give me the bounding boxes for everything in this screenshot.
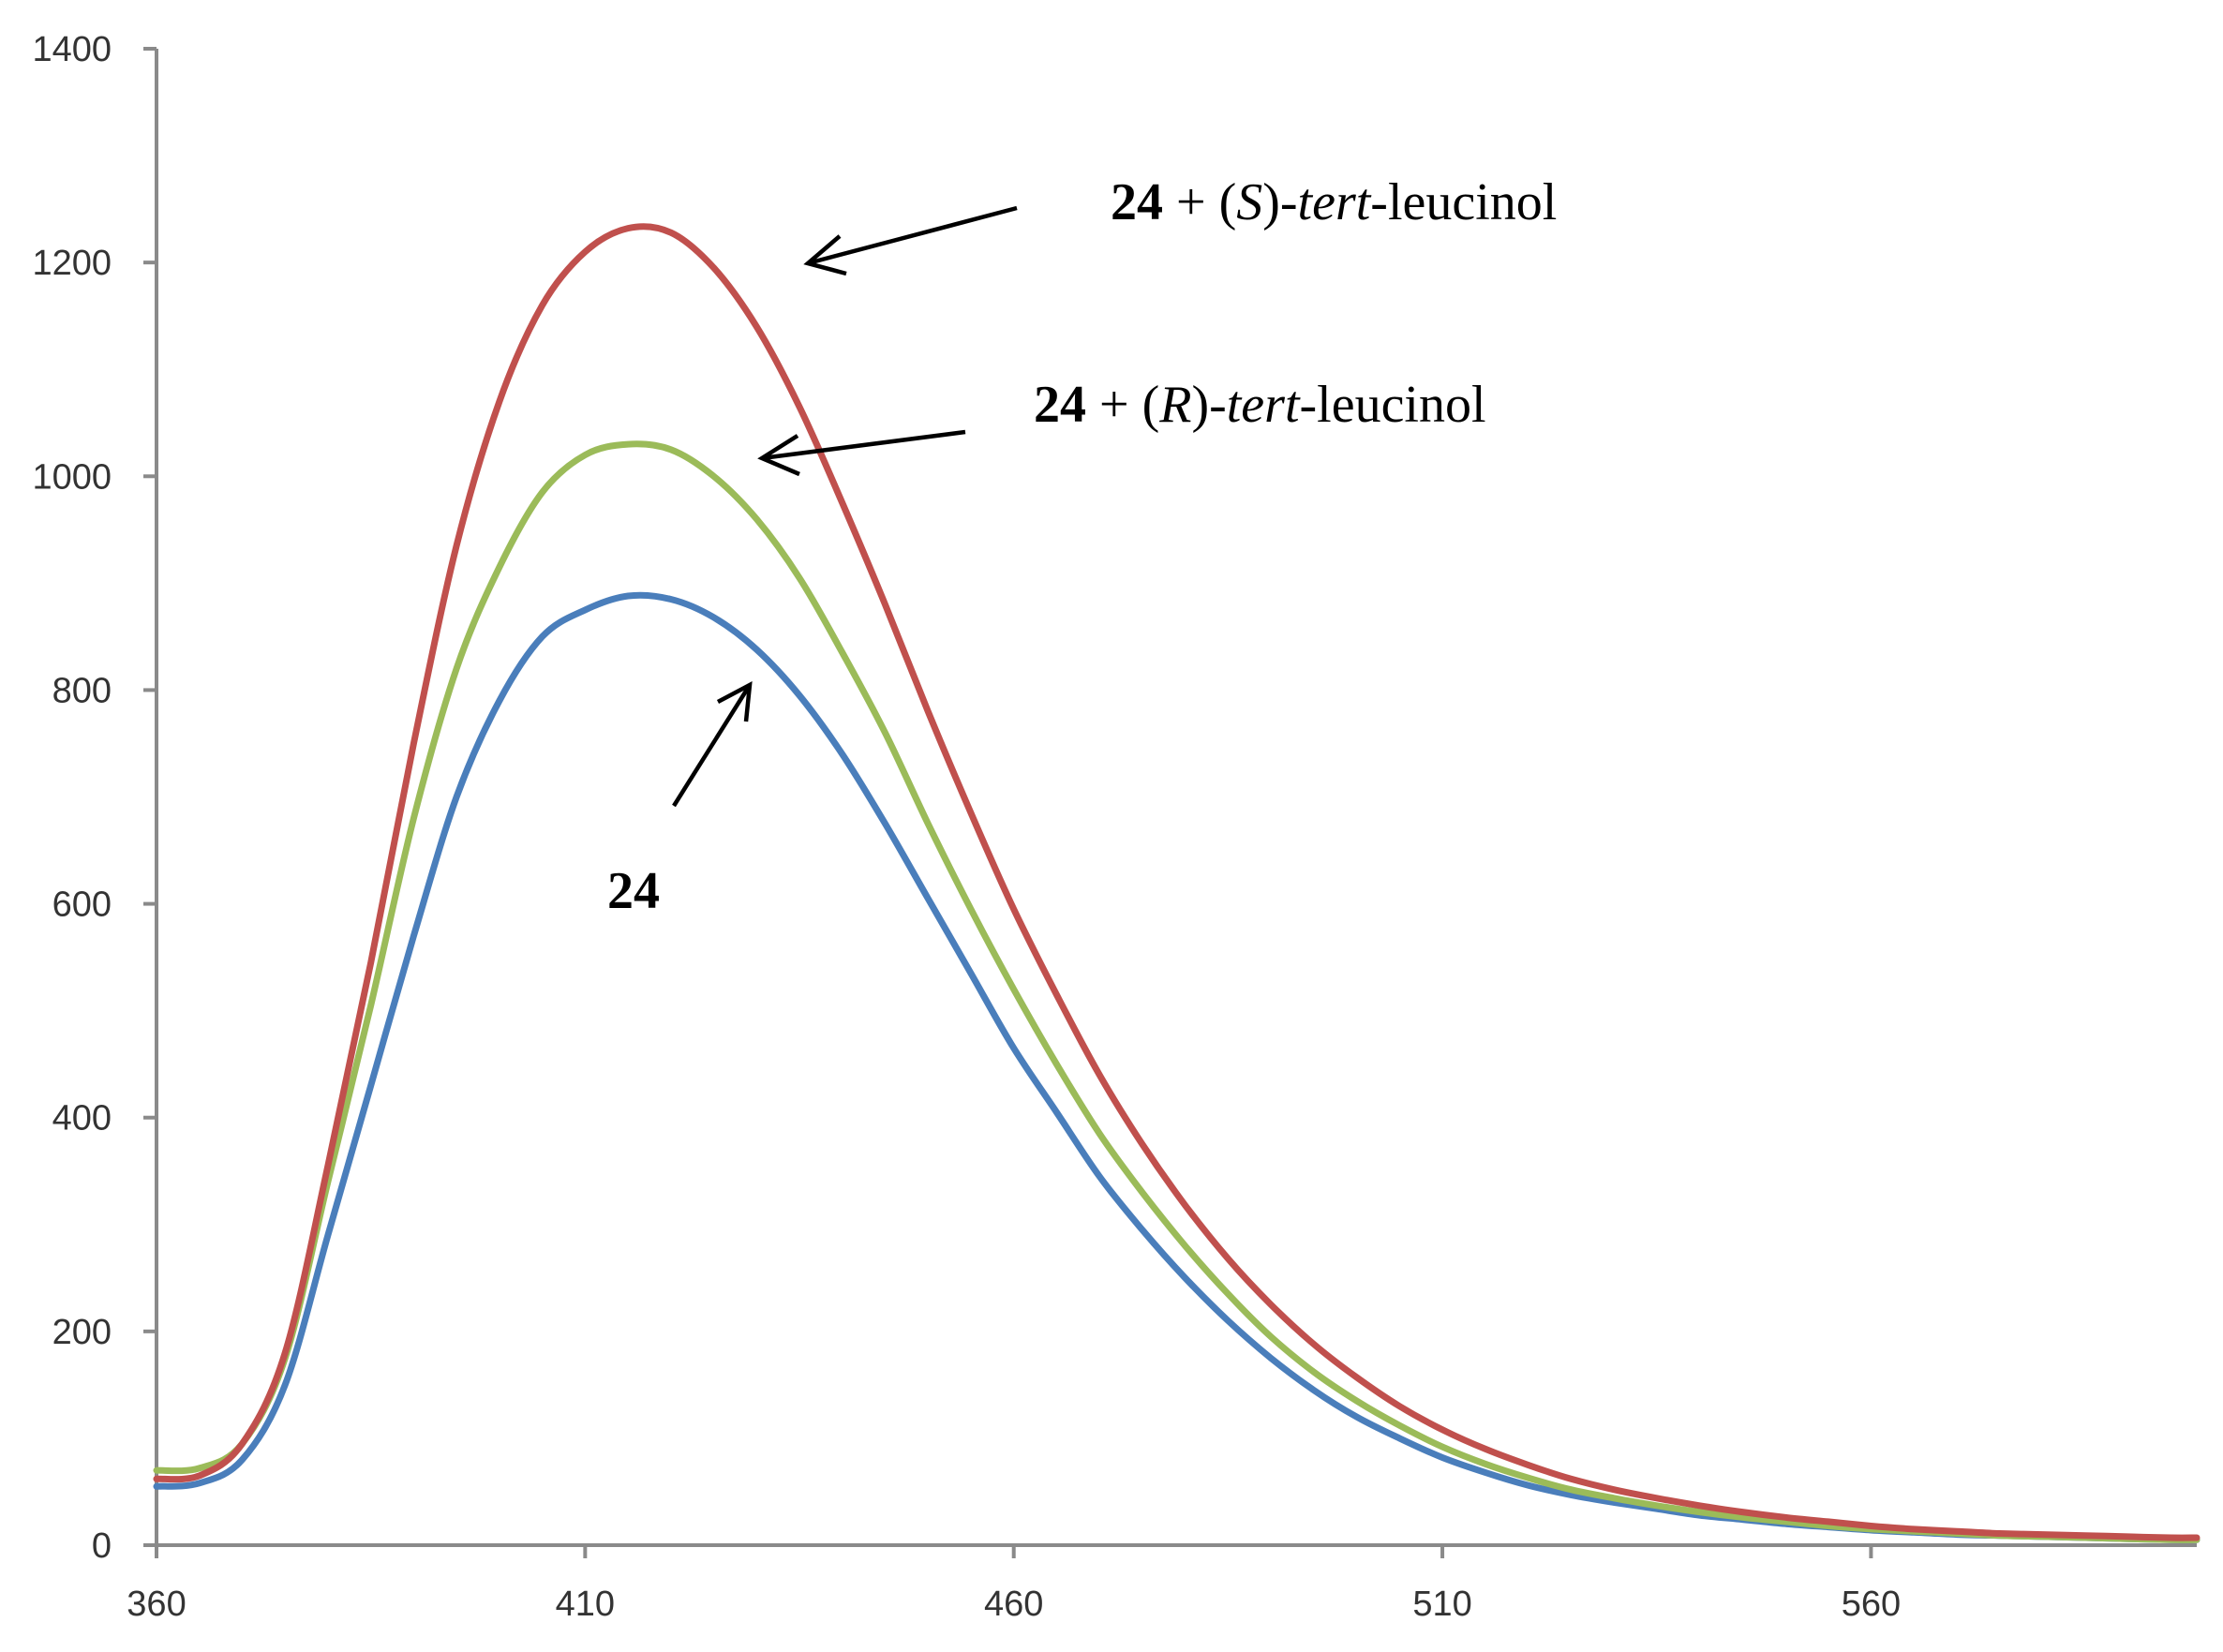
x-tick-label: 360 [127, 1585, 186, 1624]
annotation-r-tert-leucinol: 24 + (R)-tert-leucinol [1034, 376, 1486, 434]
arrow-base [672, 681, 753, 808]
x-ticks: 360 410 460 510 560 [127, 1545, 1901, 1624]
arrow-base-head [716, 681, 753, 722]
x-tick-label: 560 [1842, 1585, 1901, 1624]
y-tick-label: 1000 [32, 457, 112, 497]
series-line-2 [153, 223, 2201, 1541]
y-tick-label: 400 [52, 1099, 112, 1139]
y-tick-label: 800 [52, 671, 112, 710]
anno-s-mid: )- [1262, 173, 1297, 231]
x-tick-label: 460 [984, 1585, 1043, 1624]
x-tick-label: 410 [556, 1585, 615, 1624]
anno-s-italic2: tert [1298, 173, 1372, 231]
y-ticks: 0 200 400 600 800 1000 1200 1400 [32, 30, 157, 1566]
annotations: 24 + (S)-tert-leucinol 24 + (R)-tert-leu… [607, 173, 1557, 920]
y-tick-label: 1200 [32, 244, 112, 283]
arrow-r [757, 429, 966, 477]
x-tick-label: 510 [1412, 1585, 1471, 1624]
arrow-r-shaft [761, 429, 966, 461]
annotation-24: 24 [607, 862, 660, 920]
anno-s-plus: + ( [1163, 173, 1236, 231]
arrow-r-head [757, 434, 800, 477]
arrow-s [803, 205, 1018, 276]
anno-r-italic1: R [1158, 376, 1191, 434]
anno-s-italic1: S [1236, 173, 1262, 231]
arrow-s-shaft [807, 205, 1018, 266]
arrow-s-head [803, 234, 847, 276]
annotation-s-tert-leucinol: 24 + (S)-tert-leucinol [1111, 173, 1557, 231]
y-tick-label: 600 [52, 886, 112, 925]
y-tick-label: 1400 [32, 30, 112, 69]
axes: 0 200 400 600 800 1000 1200 1400 360 410 460 510 56… [32, 30, 2197, 1624]
series-group [153, 223, 2201, 1543]
series-line-1 [153, 440, 2201, 1543]
anno-r-italic2: tert [1227, 376, 1301, 434]
anno-r-rest: -leucinol [1300, 376, 1486, 434]
series-line-0 [153, 591, 2201, 1543]
y-tick-label: 200 [52, 1313, 112, 1352]
anno-s-rest: -leucinol [1370, 173, 1557, 231]
anno-s-bold: 24 [1111, 173, 1163, 231]
y-tick-label: 0 [92, 1526, 112, 1566]
anno-r-mid: )- [1191, 376, 1226, 434]
arrow-base-shaft [672, 683, 752, 808]
anno-r-plus: + ( [1086, 376, 1159, 434]
anno-r-bold: 24 [1034, 376, 1086, 434]
